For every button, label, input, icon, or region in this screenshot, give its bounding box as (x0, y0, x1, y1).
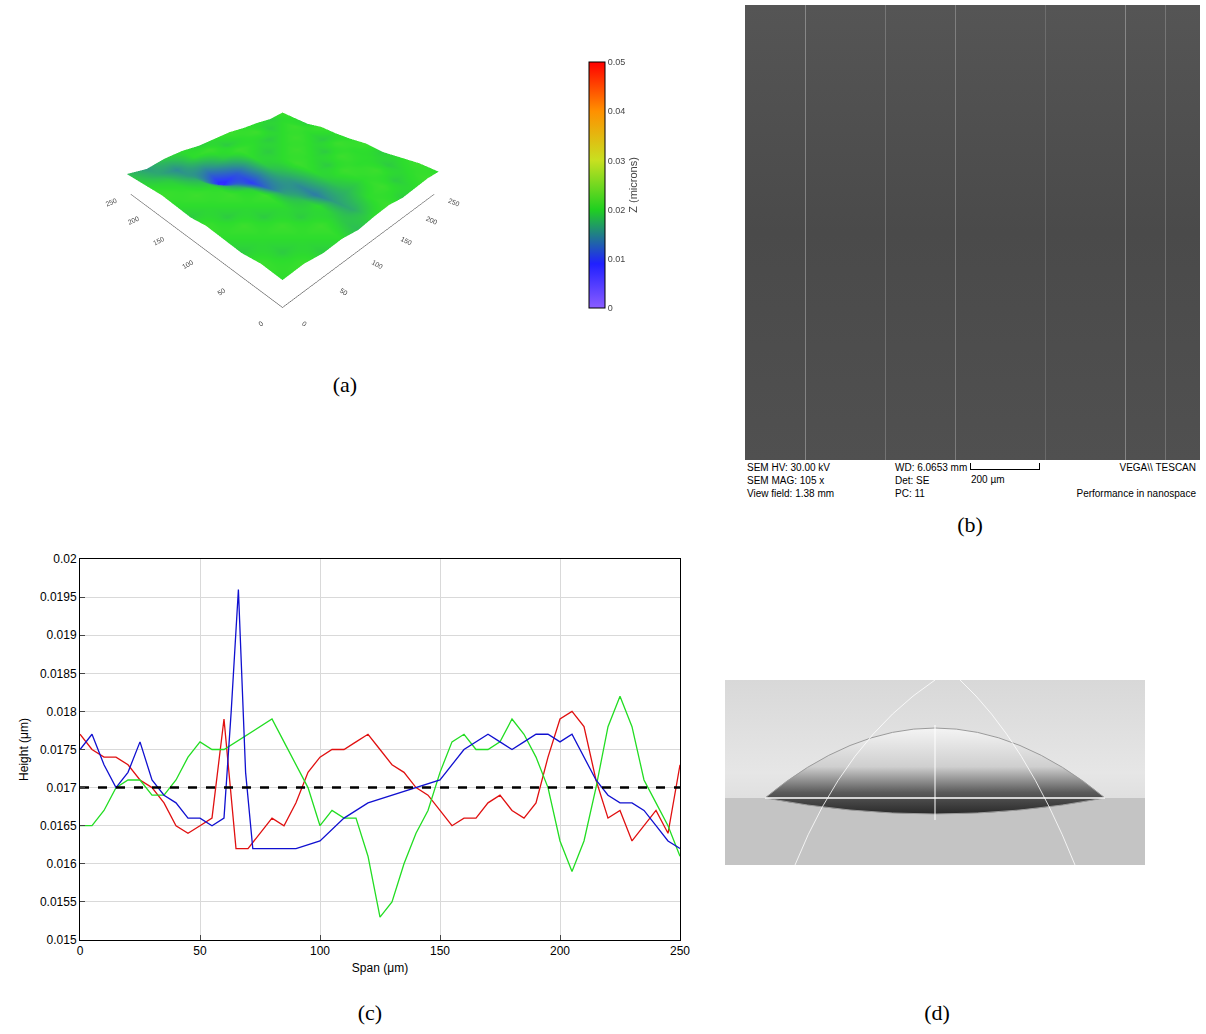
svg-text:0.015: 0.015 (47, 933, 77, 947)
svg-text:0.02: 0.02 (53, 552, 77, 566)
html-text:Det: SE: Det: SE (895, 475, 930, 486)
svg-text:0.01: 0.01 (608, 254, 626, 264)
svg-text:250: 250 (670, 944, 690, 958)
svg-text:0.04: 0.04 (608, 106, 626, 116)
html-text:(c): (c) (357, 1000, 383, 1025)
svg-text:0.02: 0.02 (608, 205, 626, 215)
svg-text:0.017: 0.017 (47, 781, 77, 795)
svg-text:0.0155: 0.0155 (40, 895, 77, 909)
html-text:(b): (b) (957, 512, 983, 537)
html-text:SEM HV: 30.00 kV: SEM HV: 30.00 kV (747, 462, 830, 473)
svg-text:0.03: 0.03 (608, 156, 626, 166)
svg-text:200: 200 (550, 944, 570, 958)
html-text:WD: 6.0653 mm: WD: 6.0653 mm (895, 462, 968, 473)
svg-text:0.019: 0.019 (47, 628, 77, 642)
html-text:Performance in nanospace: Performance in nanospace (1076, 488, 1196, 499)
svg-text:0: 0 (77, 944, 84, 958)
html-text:PC: 11: PC: 11 (895, 488, 925, 499)
html-text:View field: 1.38 mm: View field: 1.38 mm (747, 488, 835, 499)
svg-text:100: 100 (310, 944, 330, 958)
svg-text:0.0185: 0.0185 (40, 667, 77, 681)
svg-text:0.016: 0.016 (47, 857, 77, 871)
svg-text:0.0165: 0.0165 (40, 819, 77, 833)
svg-text:50: 50 (193, 944, 207, 958)
svg-text:150: 150 (430, 944, 450, 958)
svg-text:0.0195: 0.0195 (40, 590, 77, 604)
html-text:(a): (a) (332, 372, 358, 397)
svg-text:0.05: 0.05 (608, 57, 626, 67)
html-text:200 µm: 200 µm (971, 474, 1005, 485)
svg-text:0.0175: 0.0175 (40, 743, 77, 757)
svg-text:0: 0 (608, 303, 613, 313)
html-text:(d): (d) (924, 1000, 950, 1025)
svg-text:Span (μm): Span (μm) (352, 961, 408, 975)
html-text:SEM MAG: 105 x: SEM MAG: 105 x (747, 475, 825, 486)
html-text:VEGA\\ TESCAN: VEGA\\ TESCAN (1119, 462, 1196, 473)
svg-text:Z (microns): Z (microns) (627, 157, 639, 213)
svg-text:0.018: 0.018 (47, 705, 77, 719)
svg-text:Height (μm): Height (μm) (17, 718, 31, 781)
